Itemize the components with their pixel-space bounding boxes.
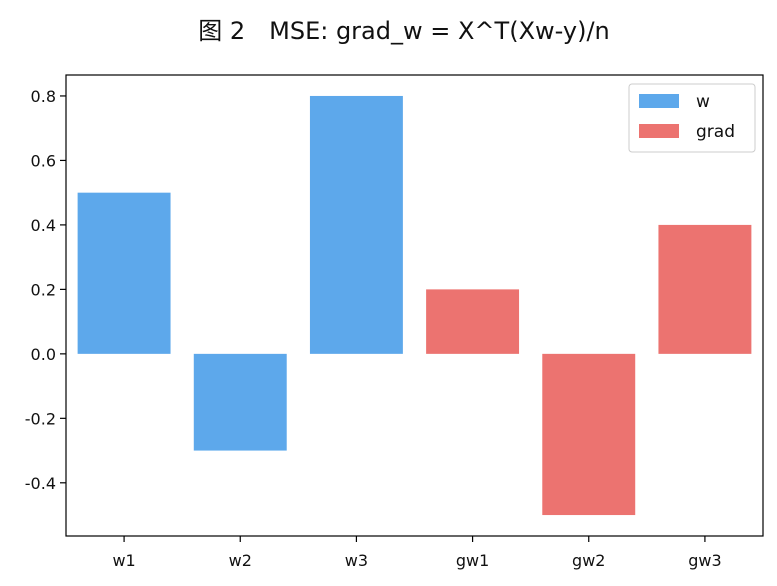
x-tick-label-gw2: gw2 bbox=[572, 551, 605, 570]
bar-gw1 bbox=[426, 289, 520, 354]
bar-w2 bbox=[193, 353, 287, 451]
legend-label-w: w bbox=[696, 92, 710, 112]
y-axis: -0.4 -0.2 0.0 0.2 0.4 0.6 0.8 bbox=[25, 87, 66, 493]
bar-gw2 bbox=[542, 353, 636, 516]
y-tick-label: -0.4 bbox=[25, 474, 56, 493]
y-tick-label: 0.8 bbox=[31, 87, 56, 106]
legend-label-grad: grad bbox=[696, 122, 735, 142]
legend-swatch-w bbox=[639, 94, 679, 108]
bar-gw3 bbox=[658, 224, 752, 354]
x-tick-label-w3: w3 bbox=[345, 551, 368, 570]
x-tick-label-gw3: gw3 bbox=[688, 551, 721, 570]
y-tick-label: 0.2 bbox=[31, 280, 56, 299]
y-tick-label: 0.4 bbox=[31, 216, 56, 235]
bars-group bbox=[77, 95, 752, 516]
x-tick-label-gw1: gw1 bbox=[456, 551, 489, 570]
y-tick-label: 0.0 bbox=[31, 345, 56, 364]
bar-w3 bbox=[309, 95, 403, 354]
x-axis: w1 w2 w3 gw1 gw2 gw3 bbox=[112, 536, 722, 570]
y-tick-label: -0.2 bbox=[25, 409, 56, 428]
bar-w1 bbox=[77, 192, 171, 354]
x-tick-label-w2: w2 bbox=[229, 551, 252, 570]
y-tick-label: 0.6 bbox=[31, 151, 56, 170]
chart-title: 图 2 MSE: grad_w = X^T(Xw-y)/n bbox=[198, 17, 610, 45]
legend: w grad bbox=[628, 83, 756, 153]
x-tick-label-w1: w1 bbox=[112, 551, 135, 570]
plot-frame bbox=[65, 74, 764, 537]
legend-swatch-grad bbox=[639, 124, 679, 138]
